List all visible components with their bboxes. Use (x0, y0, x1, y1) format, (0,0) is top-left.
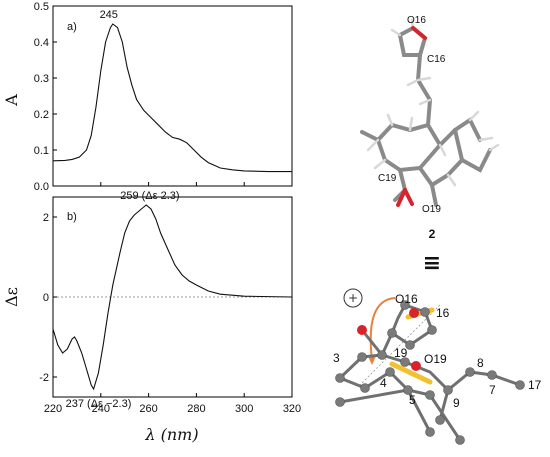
panel-a: 0.0 0.1 0.2 0.3 0.4 0.5 a) 245 A (2, 1, 293, 193)
cd-positive-peak-annotation: 259 (Δε 2.3) (120, 190, 179, 202)
panel-b-label: b) (67, 211, 77, 223)
x-tick-label: 320 (283, 403, 301, 415)
panel-a-frame (52, 5, 293, 187)
x-tick-label: 280 (187, 403, 205, 415)
model-label-4: 4 (380, 376, 387, 390)
molecule-stick-model: O16 C16 C19 O19 2 ≡ (360, 15, 500, 276)
compound-label: 2 (429, 227, 436, 241)
panel-a-y-axis-label: A (2, 94, 21, 107)
y-tick-label: 0.0 (34, 181, 49, 193)
panel-a-x-ticks (52, 182, 293, 186)
y-tick-label: 2 (43, 212, 49, 224)
x-axis-label: λ (nm) (144, 425, 198, 444)
equivalence-symbol: ≡ (423, 251, 441, 276)
x-tick-label: 220 (44, 403, 62, 415)
atom-label-o16-top: O16 (407, 15, 426, 26)
cd-spectrum-line (52, 204, 293, 391)
model-label-16: 16 (436, 306, 450, 320)
atom-label-c16: C16 (427, 54, 446, 65)
absorbance-peak-annotation: 245 (100, 9, 118, 21)
model-label-o16: O16 (395, 292, 418, 306)
y-tick-label: -2 (39, 372, 49, 384)
model-label-3: 3 (333, 351, 340, 365)
x-tick-label: 300 (235, 403, 253, 415)
chirality-arrow (369, 297, 396, 361)
model-label-19: 19 (394, 346, 408, 360)
x-tick-label: 240 (92, 403, 110, 415)
model-label-9: 9 (453, 396, 460, 410)
model-label-o19: O19 (424, 352, 447, 366)
y-tick-label: 0.1 (34, 145, 49, 157)
chirality-sign: + (348, 291, 358, 305)
model-label-7: 7 (489, 383, 496, 397)
ball-and-stick-model: + O16 16 19 (333, 288, 542, 445)
absorbance-spectrum-line (52, 23, 292, 173)
chirality-sign-circle (343, 288, 363, 308)
y-tick-label: 0.5 (34, 1, 49, 13)
y-tick-label: 0.3 (34, 73, 49, 85)
y-tick-label: 0.2 (34, 109, 49, 121)
model-label-8: 8 (477, 356, 484, 370)
panel-b-frame (52, 196, 293, 398)
y-tick-label: 0.4 (34, 37, 49, 49)
panel-b-y-axis-label: Δε (2, 287, 21, 307)
panel-b-y-ticks: -2 0 2 (39, 212, 57, 384)
panel-b-x-ticks: 220 240 260 280 300 320 (44, 393, 301, 415)
atom-label-o19-top: O19 (422, 204, 441, 215)
panel-b: -202 220 240 260 280 300 320 b) 259 (Δε 2.3) … (2, 190, 301, 444)
atom-label-c19: C19 (378, 173, 397, 184)
cd-negative-peak-annotation: 237 (Δε −2.3) (66, 398, 132, 410)
panel-a-y-ticks: 0.0 0.1 0.2 0.3 0.4 0.5 (34, 1, 57, 193)
y-tick-label: 0 (43, 292, 49, 304)
model-label-5: 5 (409, 393, 416, 407)
panel-a-label: a) (67, 21, 77, 33)
model-label-17: 17 (528, 378, 542, 392)
x-tick-label: 260 (139, 403, 157, 415)
